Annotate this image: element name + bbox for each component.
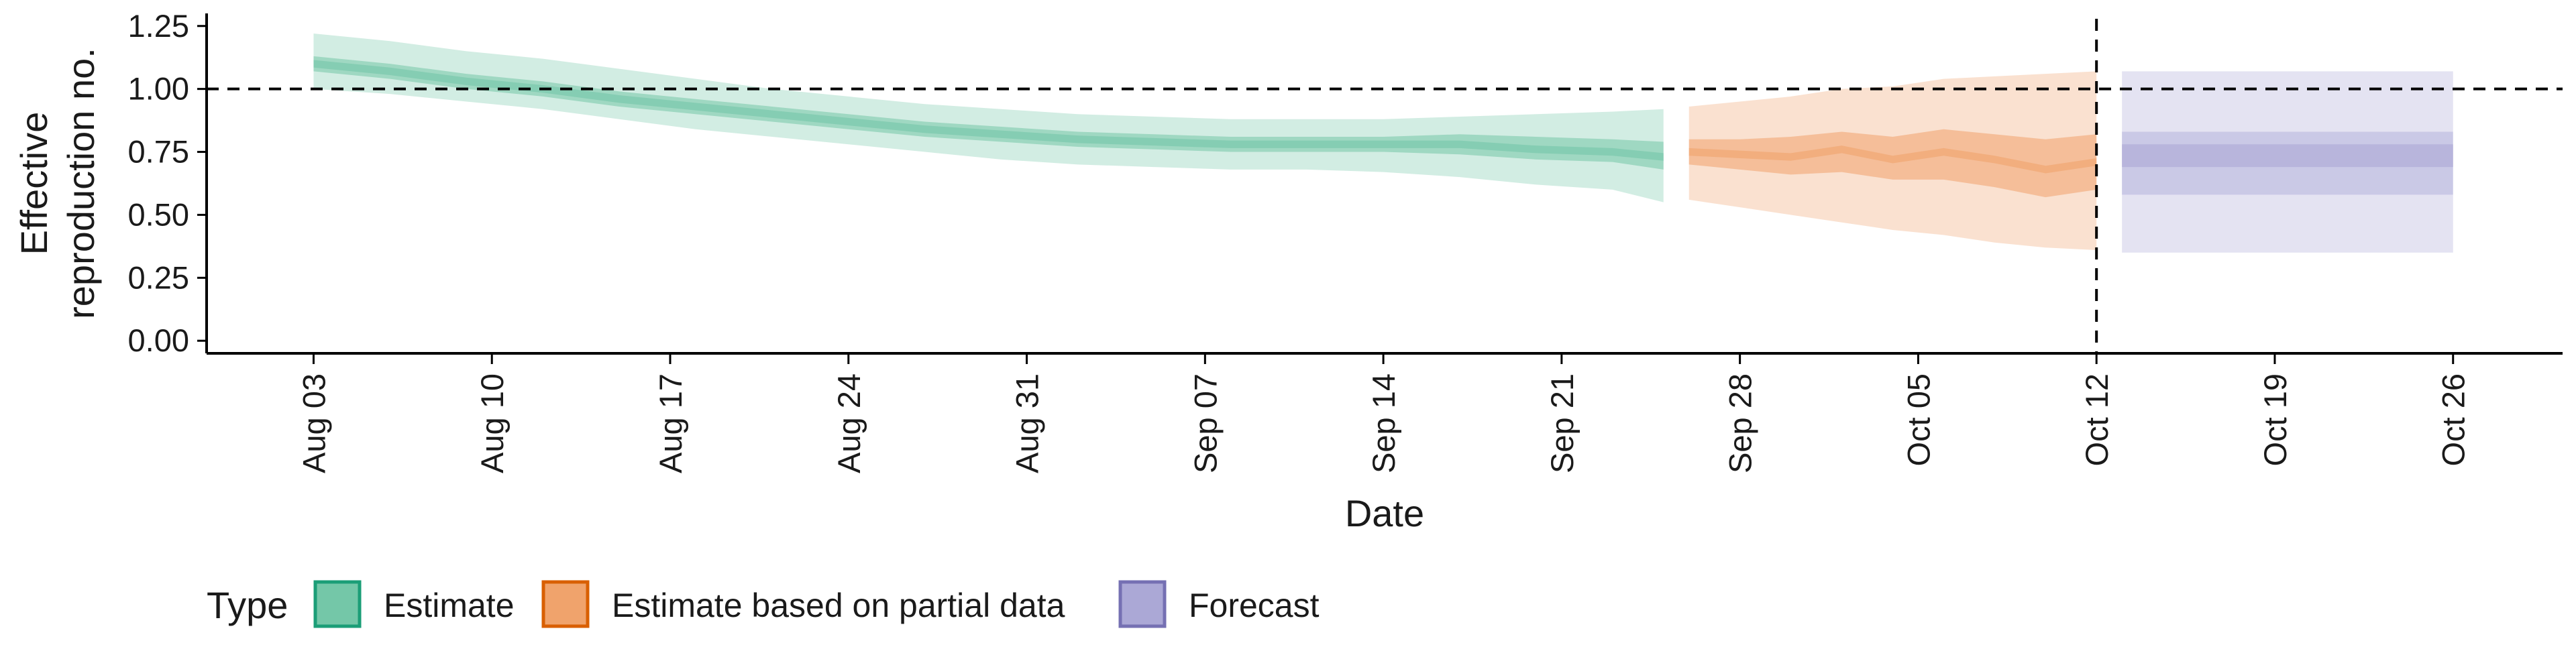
x-tick-label: Oct 26 xyxy=(2436,373,2471,466)
estimate-ci90-band xyxy=(313,34,1664,202)
x-tick-label: Oct 19 xyxy=(2257,373,2293,466)
x-tick-label: Sep 21 xyxy=(1544,373,1580,473)
y-axis-title-line1: Effective xyxy=(13,112,55,255)
x-tick-label: Aug 03 xyxy=(296,373,331,473)
partial-ci50-band xyxy=(1688,129,2097,198)
legend-label-partial: Estimate based on partial data xyxy=(612,587,1065,624)
x-tick-label: Oct 12 xyxy=(2079,373,2114,466)
legend-key-forecast xyxy=(1118,580,1167,628)
y-tick-label: 0.50 xyxy=(128,196,189,232)
x-axis-title: Date xyxy=(1345,492,1424,534)
x-tick-label: Aug 24 xyxy=(831,373,867,473)
partial-median-band xyxy=(1688,145,2097,174)
estimate-median-band xyxy=(313,60,1664,161)
legend-title: Type xyxy=(207,584,288,626)
x-tick-label: Aug 17 xyxy=(653,373,688,473)
legend-key-estimate xyxy=(313,580,362,628)
x-tick-label: Aug 31 xyxy=(1010,373,1045,473)
y-tick-label: 0.00 xyxy=(128,322,189,358)
x-tick-label: Sep 07 xyxy=(1187,373,1223,473)
y-axis-title-line2: reproduction no. xyxy=(60,48,102,319)
x-tick-label: Sep 28 xyxy=(1723,373,1758,473)
x-tick-label: Aug 10 xyxy=(474,373,510,473)
band-layer xyxy=(313,34,2453,253)
axis-text: 0.00 0.25 0.50 0.75 1.00 1.25 Aug 03 Aug 10 Aug … xyxy=(13,8,2471,534)
legend: Type Estimate Estimate based on partial da… xyxy=(207,580,1320,628)
reference-lines xyxy=(207,19,2563,353)
y-tick-label: 1.00 xyxy=(128,71,189,107)
legend-label-forecast: Forecast xyxy=(1189,587,1320,624)
forecast-ci20-band xyxy=(2122,144,2453,168)
axes xyxy=(197,13,2563,364)
y-tick-label: 1.25 xyxy=(128,8,189,44)
legend-key-partial xyxy=(541,580,590,628)
legend-label-estimate: Estimate xyxy=(384,587,515,624)
y-tick-label: 0.25 xyxy=(128,259,189,295)
y-tick-label: 0.75 xyxy=(128,134,189,170)
x-tick-label: Sep 14 xyxy=(1366,373,1401,473)
x-tick-label: Oct 05 xyxy=(1900,373,1936,466)
